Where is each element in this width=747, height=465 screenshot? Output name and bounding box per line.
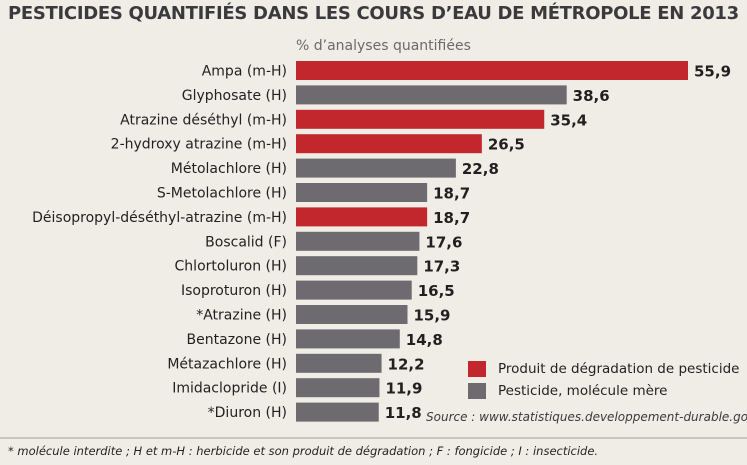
- category-label: Chlortoluron (H): [175, 259, 287, 275]
- bar: [296, 256, 418, 276]
- legend: Produit de dégradation de pesticide Pest…: [468, 358, 739, 402]
- value-label: 14,8: [406, 331, 443, 349]
- bar: [296, 158, 456, 178]
- category-label: *Diuron (H): [208, 405, 287, 421]
- bar: [296, 305, 408, 324]
- bar: [296, 402, 379, 422]
- category-label: Déisopropyl-déséthyl-atrazine (m-H): [32, 210, 287, 226]
- bar: [296, 280, 412, 300]
- category-label: Imidaclopride (I): [172, 381, 287, 397]
- value-label: 22,8: [462, 160, 499, 178]
- category-label: Métazachlore (H): [167, 356, 287, 372]
- footnote: * molécule interdite ; H et m-H : herbic…: [8, 444, 599, 458]
- category-label: Atrazine déséthyl (m-H): [120, 112, 287, 128]
- legend-item-degradation: Produit de dégradation de pesticide: [468, 358, 739, 380]
- value-label: 18,7: [433, 209, 470, 227]
- bar: [296, 134, 482, 154]
- bar-chart: Ampa (m-H) 55,9 Glyphosate (H) 38,6 Atrazine…: [32, 61, 731, 422]
- legend-item-parent: Pesticide, molécule mère: [468, 380, 739, 402]
- bar: [296, 85, 567, 105]
- category-label: Métolachlore (H): [171, 161, 287, 177]
- bar: [296, 231, 420, 251]
- bar: [296, 378, 380, 398]
- value-label: 55,9: [694, 63, 731, 81]
- legend-swatch-parent: [468, 383, 486, 399]
- separator-line: [0, 437, 747, 439]
- value-label: 38,6: [573, 87, 610, 105]
- bar: [296, 109, 545, 129]
- value-label: 16,5: [418, 282, 455, 300]
- value-label: 35,4: [550, 111, 587, 129]
- bar: [296, 61, 688, 80]
- legend-label-parent: Pesticide, molécule mère: [498, 383, 668, 399]
- source-note: Source : www.statistiques.developpement-…: [426, 410, 747, 424]
- value-label: 15,9: [413, 307, 450, 325]
- value-label: 18,7: [433, 185, 470, 203]
- category-label: Isoproturon (H): [181, 283, 287, 299]
- category-label: Boscalid (F): [205, 234, 287, 250]
- value-label: 17,3: [423, 258, 460, 276]
- value-label: 12,2: [388, 355, 425, 373]
- bar: [296, 329, 400, 349]
- value-label: 11,8: [385, 404, 422, 422]
- value-label: 26,5: [488, 136, 525, 154]
- legend-label-degradation: Produit de dégradation de pesticide: [498, 361, 740, 377]
- value-label: 11,9: [385, 380, 422, 398]
- legend-swatch-degradation: [468, 361, 486, 377]
- axis-label: % d’analyses quantifiées: [296, 38, 471, 54]
- category-label: S-Metolachlore (H): [157, 186, 287, 202]
- category-label: Glyphosate (H): [182, 88, 287, 104]
- chart-title: PESTICIDES QUANTIFIÉS DANS LES COURS D’E…: [8, 3, 739, 24]
- category-label: 2-hydroxy atrazine (m-H): [111, 137, 287, 153]
- category-label: *Atrazine (H): [196, 308, 287, 324]
- category-label: Bentazone (H): [187, 332, 287, 348]
- bar: [296, 183, 428, 202]
- category-label: Ampa (m-H): [202, 64, 287, 80]
- value-label: 17,6: [425, 233, 462, 251]
- bar: [296, 207, 428, 227]
- bar: [296, 353, 382, 373]
